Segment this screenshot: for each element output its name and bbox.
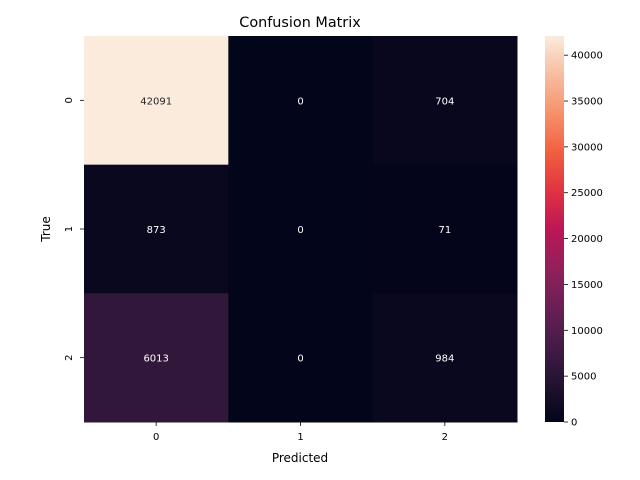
heatmap-cell-r1-c0 — [84, 164, 229, 294]
cell-value-label-r2-c2: 984 — [435, 354, 454, 365]
heatmap-cell-r1-c2 — [372, 164, 518, 294]
y-tick-label-1: 1 — [64, 226, 75, 232]
heatmap-cell-r0-c0 — [84, 36, 229, 166]
cell-value-label-r1-c1: 0 — [297, 225, 303, 236]
colorbar-tick-label-6: 30000 — [571, 142, 603, 153]
cell-value-label-r2-c0: 6013 — [143, 354, 168, 365]
colorbar-tick-label-8: 40000 — [571, 51, 603, 62]
colorbar-tick-label-5: 25000 — [571, 188, 603, 199]
heatmap-cell-r2-c0 — [84, 293, 229, 423]
heatmap-cells — [84, 36, 518, 423]
heatmap-cell-r2-c1 — [228, 293, 374, 423]
cell-value-label-r0-c1: 0 — [297, 96, 303, 107]
x-tick-label-0: 0 — [153, 432, 159, 443]
heatmap-cell-r1-c1 — [228, 164, 374, 294]
colorbar-tick-label-7: 35000 — [571, 97, 603, 108]
y-tick-label-0: 0 — [64, 97, 75, 103]
heatmap-cell-r2-c2 — [372, 293, 518, 423]
colorbar-tick-label-3: 15000 — [571, 280, 603, 291]
heatmap-cell-labels: 42091 0 704 873 0 71 6013 0 984 — [140, 96, 454, 364]
y-axis: 0 1 2 — [64, 97, 84, 361]
cell-value-label-r1-c2: 71 — [438, 225, 451, 236]
heatmap-cell-r0-c1 — [228, 36, 374, 166]
x-tick-label-1: 1 — [297, 432, 303, 443]
x-axis-label: Predicted — [272, 451, 328, 465]
y-tick-label-2: 2 — [64, 354, 75, 360]
x-axis: 0 1 2 — [153, 422, 448, 443]
colorbar-tick-label-4: 20000 — [571, 234, 603, 245]
colorbar-tick-label-1: 5000 — [571, 372, 596, 383]
cell-value-label-r0-c2: 704 — [435, 96, 454, 107]
y-axis-label: True — [39, 216, 53, 243]
cell-value-label-r1-c0: 873 — [147, 225, 166, 236]
colorbar: 0 5000 10000 15000 20000 25000 30000 35000 40000 — [545, 36, 603, 429]
heatmap-cell-r0-c2 — [372, 36, 518, 166]
chart-title: Confusion Matrix — [239, 15, 361, 31]
cell-value-label-r0-c0: 42091 — [140, 96, 172, 107]
colorbar-gradient — [545, 36, 564, 422]
x-tick-label-2: 2 — [442, 432, 448, 443]
colorbar-tick-label-2: 10000 — [571, 326, 603, 337]
cell-value-label-r2-c1: 0 — [297, 354, 303, 365]
colorbar-tick-label-0: 0 — [571, 418, 577, 429]
